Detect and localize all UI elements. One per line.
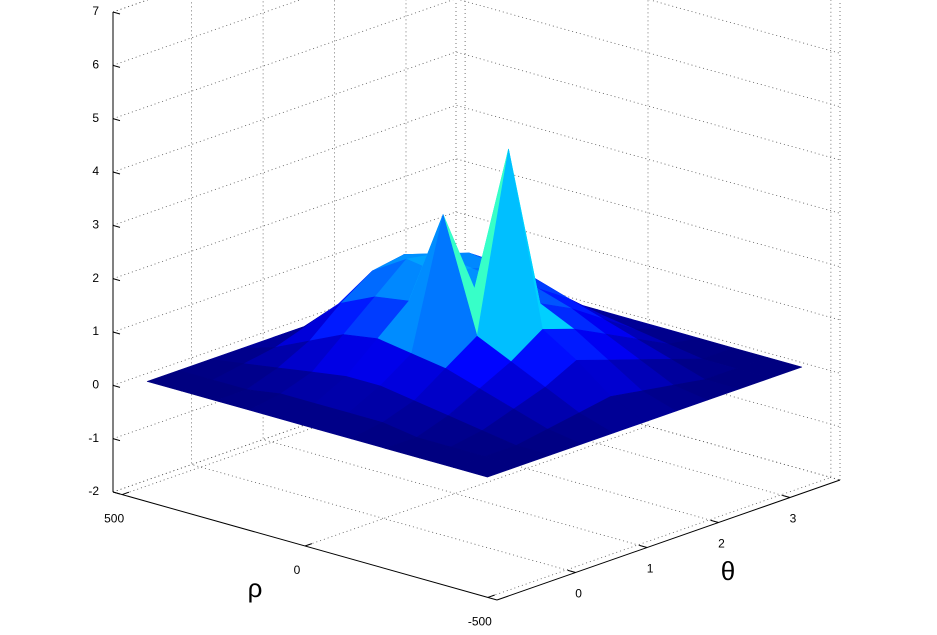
y-axis [112, 491, 498, 601]
y-axis-label: ρ [248, 573, 263, 603]
x-tick [782, 494, 791, 498]
grid-line [191, 0, 576, 573]
z-tick [112, 171, 121, 175]
z-tick-label: 5 [92, 111, 99, 125]
x-axis-label: θ [721, 556, 735, 586]
z-tick [112, 11, 121, 15]
z-tick [112, 118, 121, 122]
grid-line [262, 0, 648, 548]
x-tick-label: 0 [575, 587, 582, 601]
z-tick [112, 384, 121, 388]
y-tick [304, 543, 313, 547]
x-tick-label: 3 [790, 512, 797, 526]
y-tick-label: 0 [294, 563, 301, 577]
z-tick-label: 4 [92, 164, 99, 178]
grid-line [334, 0, 719, 523]
x-axis [496, 479, 841, 601]
z-tick-label: 7 [92, 4, 99, 18]
z-tick-label: 0 [92, 378, 99, 392]
surface-patch [452, 456, 520, 478]
z-tick-label: -1 [88, 431, 99, 445]
z-tick-label: 1 [92, 324, 99, 338]
y-tick [121, 491, 130, 496]
y-tick-label: -500 [468, 615, 492, 629]
z-tick [112, 224, 121, 228]
x-tick-label: 1 [647, 562, 654, 576]
z-tick-label: 6 [92, 58, 99, 72]
x-tick [639, 544, 648, 548]
x-tick [567, 569, 576, 573]
z-tick [112, 64, 121, 68]
z-tick [112, 331, 121, 335]
axes: -2 -1 0 1 2 3 4 5 6 7 0 1 2 3 -500 0 500 [88, 4, 841, 629]
grid-line [405, 0, 791, 498]
z-tick-label: 3 [92, 218, 99, 232]
y-tick-label: 500 [104, 512, 124, 526]
x-tick [710, 519, 719, 523]
z-tick-label: 2 [92, 271, 99, 285]
x-tick-label: 2 [718, 537, 725, 551]
surface [146, 148, 803, 478]
z-tick-label: -2 [88, 484, 99, 498]
y-tick [487, 594, 495, 598]
z-tick [112, 278, 121, 282]
z-tick [112, 438, 121, 442]
